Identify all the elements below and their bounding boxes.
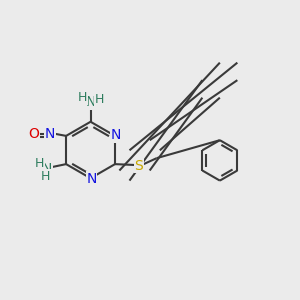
Text: H: H: [78, 92, 87, 104]
Text: N: N: [111, 128, 121, 142]
Text: H: H: [40, 170, 50, 183]
Text: H: H: [95, 93, 104, 106]
Text: N: N: [86, 172, 97, 186]
Text: H: H: [35, 157, 44, 170]
Text: O: O: [28, 127, 39, 140]
Text: N: N: [45, 127, 55, 140]
Text: N: N: [42, 162, 52, 176]
Text: N: N: [86, 95, 96, 110]
Text: S: S: [134, 159, 143, 172]
